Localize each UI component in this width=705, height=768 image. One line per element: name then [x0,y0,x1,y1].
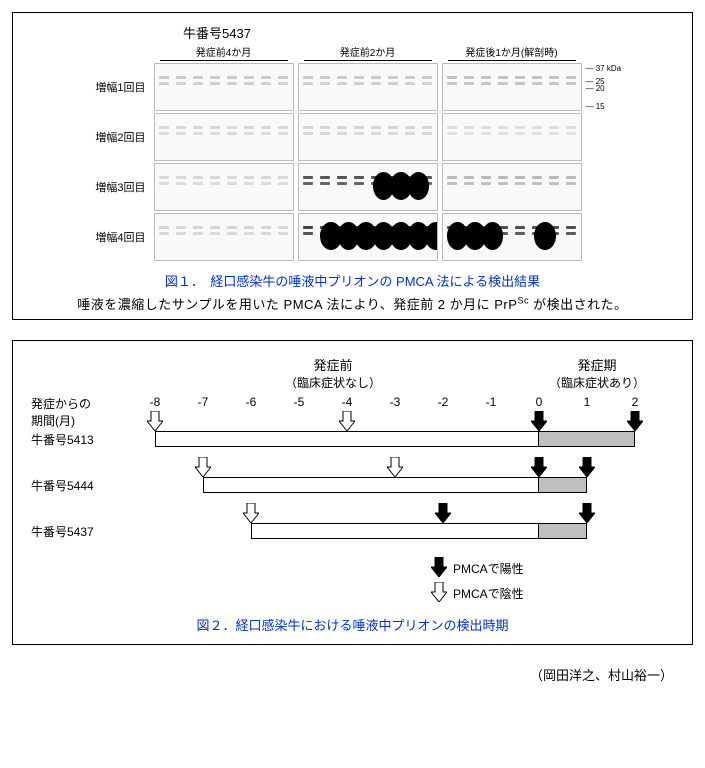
figure2-content: 発症前（臨床症状なし）発症期（臨床症状あり） 発症からの 期間(月) -8-7-… [23,351,682,634]
tick: -5 [275,395,323,409]
figure1-blot-grid: 発症前4か月発症前2か月発症後1か月(解剖時) 増幅1回目 — 37 kDa— 25… [33,44,672,261]
arrow-filled-icon [431,557,447,580]
blot-panel [442,163,582,211]
blot-panel [154,113,294,161]
figure1-row-label: 増幅1回目 [80,63,150,111]
blot-panel [154,213,294,261]
legend-negative-row: PMCAで陰性 [431,582,674,605]
arrow-empty-icon [431,582,447,605]
arrow-negative-icon [387,457,403,477]
arrow-positive-icon [531,411,547,431]
cow-label: 牛番号5437 [31,523,94,540]
phase-pre: 発症前（臨床症状なし） [141,355,525,391]
arrow-positive-icon [627,411,643,431]
blot-panel [442,63,582,111]
figure2-timeline: 発症からの 期間(月) -8-7-6-5-4-3-2-1012 牛番号5413牛… [31,395,674,634]
blot-panel [298,113,438,161]
blot-panel [154,63,294,111]
blot-panel [298,213,438,261]
phase-post-sub: （臨床症状あり） [525,374,669,391]
figure2-panel: 発症前（臨床症状なし）発症期（臨床症状あり） 発症からの 期間(月) -8-7-… [12,340,693,645]
figure1-caption: 図１． 経口感染牛の唾液中プリオンの PMCA 法による検出結果 [33,271,672,290]
phase-pre-title: 発症前 [141,355,525,374]
tick: 2 [611,395,659,409]
figure1-markers [586,163,626,211]
figure1-content: 牛番号5437 発症前4か月発症前2か月発症後1か月(解剖時) 増幅1回目 — 37… [23,23,682,313]
tick: -8 [131,395,179,409]
arrow-positive-icon [579,457,595,477]
timeline-bar [251,523,539,539]
figure2-phase-row: 発症前（臨床症状なし）発症期（臨床症状あり） [141,355,674,391]
blot-panel [442,213,582,261]
figure1-desc-pre: 唾液を濃縮したサンプルを用いた PMCA 法により、発症前 2 か月に PrP [77,297,517,312]
tick: -4 [323,395,371,409]
timeline-bar-onset [539,431,635,447]
figure1-desc-sup: Sc [517,296,529,306]
cow-row: 牛番号5444 [31,457,674,501]
arrow-negative-icon [243,503,259,523]
figure2-cow-rows: 牛番号5413 牛番号5444 牛番号5437 [31,411,674,547]
figure1-cattle-id: 牛番号5437 [183,23,672,42]
arrow-positive-icon [531,457,547,477]
figure1-description: 唾液を濃縮したサンプルを用いた PMCA 法により、発症前 2 か月に PrPS… [33,294,672,313]
arrow-negative-icon [195,457,211,477]
tick: -6 [227,395,275,409]
blot-panel [298,163,438,211]
tick: -7 [179,395,227,409]
blot-panel [442,113,582,161]
timeline-bar [203,477,539,493]
figure2-tick-row: -8-7-6-5-4-3-2-1012 [131,395,674,409]
figure1-col-header: 発症前2か月 [304,44,432,61]
figure1-desc-post: が検出された。 [529,297,628,312]
arrow-positive-icon [435,503,451,523]
authors: （岡田洋之、村山裕一） [12,665,693,684]
legend-positive-label: PMCAで陽性 [453,560,524,577]
figure1-col-header: 発症後1か月(解剖時) [448,44,576,61]
legend-negative-label: PMCAで陰性 [453,585,524,602]
phase-post-title: 発症期 [525,355,669,374]
timeline-bar-onset [539,477,587,493]
blot-panel [154,163,294,211]
tick: -1 [467,395,515,409]
cow-row: 牛番号5413 [31,411,674,455]
cow-label: 牛番号5444 [31,477,94,494]
legend-positive-row: PMCAで陽性 [431,557,674,580]
arrow-positive-icon [579,503,595,523]
tick: -2 [419,395,467,409]
timeline-bar [155,431,539,447]
cow-label: 牛番号5413 [31,431,94,448]
figure1-markers [586,113,626,161]
phase-post: 発症期（臨床症状あり） [525,355,669,391]
tick: 1 [563,395,611,409]
figure1-row-label: 増幅4回目 [80,213,150,261]
blot-panel [298,63,438,111]
figure2-caption: 図２．経口感染牛における唾液中プリオンの検出時期 [31,615,674,634]
arrow-negative-icon [147,411,163,431]
cow-row: 牛番号5437 [31,503,674,547]
figure1-markers: — 37 kDa— 25— 20— 15 [586,63,626,111]
figure1-markers [586,213,626,261]
figure1-row-label: 増幅2回目 [80,113,150,161]
timeline-bar-onset [539,523,587,539]
figure1-row-label: 増幅3回目 [80,163,150,211]
figure1-panel: 牛番号5437 発症前4か月発症前2か月発症後1か月(解剖時) 増幅1回目 — 37… [12,12,693,320]
phase-pre-sub: （臨床症状なし） [141,374,525,391]
arrow-negative-icon [339,411,355,431]
axis-label-line1: 発症からの [31,395,121,412]
figure2-legend: PMCAで陽性 PMCAで陰性 [431,557,674,605]
tick: 0 [515,395,563,409]
figure1-col-header: 発症前4か月 [160,44,288,61]
tick: -3 [371,395,419,409]
